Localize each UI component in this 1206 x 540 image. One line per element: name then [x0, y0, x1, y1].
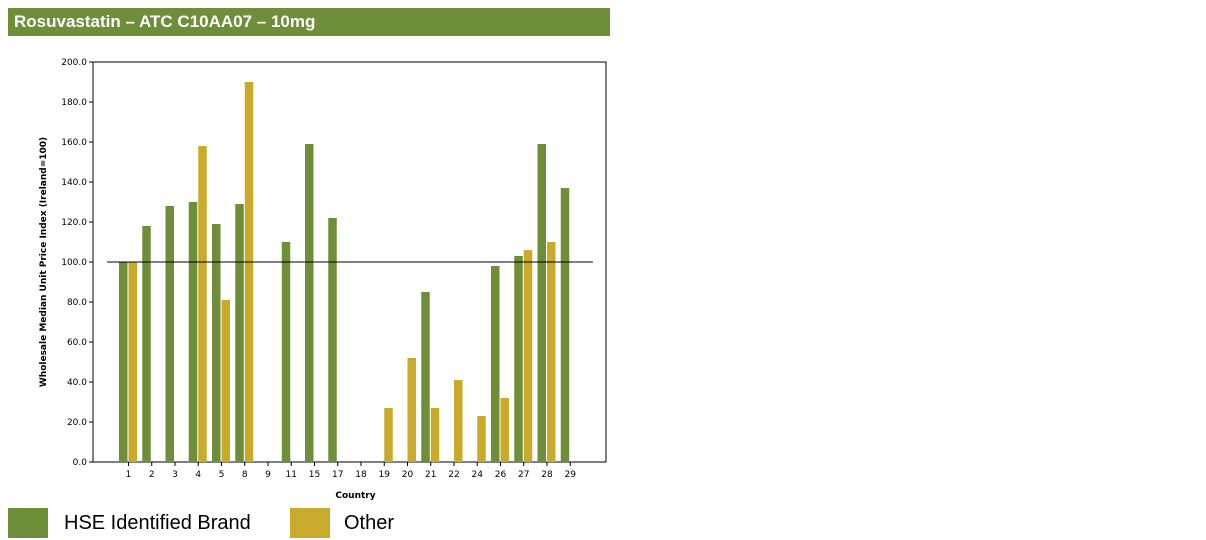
bar-brand — [514, 256, 523, 462]
x-axis-title: Country — [335, 491, 375, 501]
x-tick-label: 22 — [448, 470, 459, 480]
bar-other — [477, 416, 486, 462]
x-tick-label: 5 — [219, 470, 225, 480]
y-tick-label: 120.0 — [61, 218, 87, 228]
x-tick-label: 24 — [472, 470, 484, 480]
y-tick-label: 140.0 — [61, 178, 87, 188]
bar-chart: 0.0 20.0 40.0 60.0 80.0 100.0 120.0 140.0 160.0 1… — [39, 58, 607, 501]
bar-other — [500, 398, 509, 462]
bar-brand — [188, 202, 198, 462]
x-tick-label: 17 — [332, 470, 343, 480]
bar-other — [547, 242, 556, 462]
x-tick-label: 28 — [541, 470, 553, 480]
bar-brand — [537, 144, 546, 462]
chart-title: Rosuvastatin – ATC C10AA07 – 10mg — [8, 8, 610, 36]
x-tick-label: 20 — [402, 470, 414, 480]
legend-label-other: Other — [344, 512, 395, 534]
bar-other — [407, 358, 416, 462]
bar-brand — [281, 242, 291, 462]
bar-brand — [328, 218, 337, 462]
bar-brand — [142, 226, 151, 462]
y-tick-label: 0.0 — [73, 458, 88, 468]
x-tick-label: 9 — [265, 470, 271, 480]
x-tick-label: 4 — [195, 470, 201, 480]
x-tick-label: 15 — [309, 470, 320, 480]
bar-other — [128, 262, 137, 462]
x-tick-label: 19 — [379, 470, 391, 480]
x-tick-label: 1 — [126, 470, 132, 480]
x-tick-label: 27 — [518, 470, 529, 480]
bar-other — [523, 250, 533, 462]
bar-brand — [491, 266, 500, 462]
bar-brand — [305, 144, 314, 462]
x-tick-label: 18 — [355, 470, 367, 480]
y-tick-label: 40.0 — [67, 378, 87, 388]
bar-brand — [119, 262, 128, 462]
y-axis-title: Wholesale Median Unit Price Index (Irela… — [39, 137, 49, 387]
x-tick-label: 21 — [425, 470, 436, 480]
legend-swatch-brand — [8, 508, 48, 538]
x-tick-label: 26 — [495, 470, 507, 480]
y-tick-label: 100.0 — [61, 258, 87, 268]
y-tick-label: 80.0 — [67, 298, 87, 308]
x-tick-label: 8 — [242, 470, 248, 480]
y-tick-label: 60.0 — [67, 338, 87, 348]
x-tick-label: 2 — [149, 470, 155, 480]
y-tick-label: 180.0 — [61, 98, 87, 108]
bar-other — [384, 408, 393, 462]
y-tick-label: 200.0 — [61, 58, 87, 68]
bar-other — [244, 82, 254, 462]
x-tick-label: 11 — [286, 470, 297, 480]
y-tick-label: 20.0 — [67, 418, 87, 428]
x-tick-label: 3 — [172, 470, 178, 480]
bar-brand — [560, 188, 570, 462]
bar-other — [198, 146, 207, 462]
bar-brand — [421, 292, 430, 462]
x-tick-label: 29 — [565, 470, 577, 480]
bar-other — [221, 300, 230, 462]
plot-area: 0.0 20.0 40.0 60.0 80.0 100.0 120.0 140.0 160.0 1… — [39, 58, 607, 501]
bar-brand — [212, 224, 221, 462]
bar-other — [430, 408, 440, 462]
bar-other — [454, 380, 463, 462]
legend-swatch-other — [290, 508, 330, 538]
legend-label-brand: HSE Identified Brand — [64, 512, 251, 534]
bar-brand — [165, 206, 174, 462]
y-tick-label: 160.0 — [61, 138, 87, 148]
bar-brand — [235, 204, 244, 462]
